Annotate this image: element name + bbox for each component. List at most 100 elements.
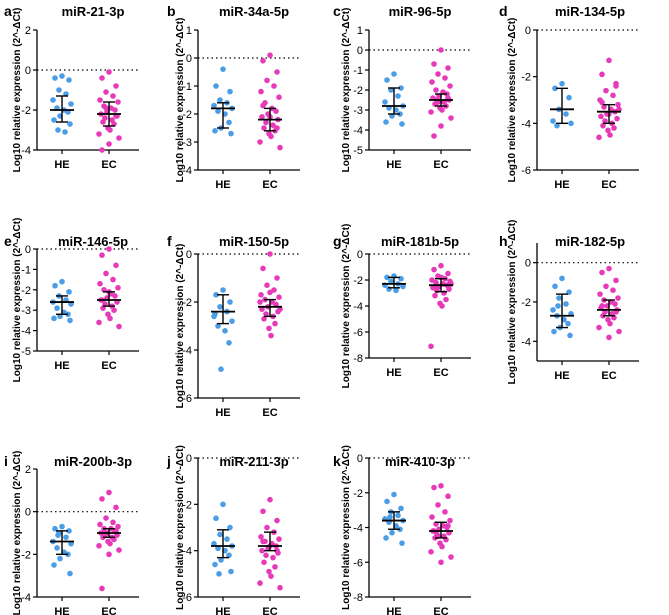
data-point-ec: [96, 543, 102, 549]
y-tick-label: 0: [525, 258, 531, 270]
data-point-ec: [438, 483, 444, 489]
x-tick-label-he: HE: [54, 360, 69, 372]
data-point-he: [559, 275, 565, 282]
y-tick-label: -2: [353, 275, 363, 287]
data-point-ec: [268, 573, 274, 579]
data-point-ec: [433, 87, 439, 93]
data-point-he: [554, 122, 560, 129]
data-point-ec: [611, 125, 617, 131]
y-tick-label: -6: [353, 557, 363, 569]
y-tick-label: -4: [21, 145, 31, 157]
data-point-ec: [106, 141, 112, 147]
data-point-ec: [260, 58, 266, 64]
panel-g: g miR-181b-5p Log10 relative expression (2…: [333, 224, 471, 388]
panel-j: j miR-211-3p Log10 relative expression (2^…: [166, 445, 300, 615]
data-point-ec: [106, 69, 112, 75]
data-point-ec: [600, 122, 606, 129]
panel-letter: b: [167, 3, 176, 19]
data-point-ec: [598, 113, 604, 120]
x-tick-label-ec: EC: [433, 606, 448, 615]
data-point-ec: [260, 538, 266, 545]
data-point-ec: [115, 284, 121, 291]
data-point-ec: [276, 294, 282, 301]
data-point-he: [55, 532, 61, 538]
data-point-he: [54, 305, 60, 311]
data-point-ec: [113, 504, 119, 511]
data-point-ec: [607, 320, 613, 327]
data-point-he: [212, 128, 218, 134]
data-point-he: [384, 77, 390, 83]
y-tick-label: -1: [353, 65, 363, 77]
data-point-ec: [446, 286, 452, 292]
data-point-he: [387, 514, 393, 520]
data-point-ec: [112, 107, 118, 113]
data-point-ec: [276, 536, 282, 542]
data-point-ec: [599, 303, 605, 309]
data-point-ec: [113, 83, 119, 89]
data-point-ec: [606, 265, 612, 272]
data-point-he: [59, 278, 65, 285]
panel-title: miR-200b-3p: [54, 454, 132, 469]
panel-title: miR-21-3p: [62, 4, 125, 19]
data-point-he: [567, 332, 573, 339]
data-point-he: [57, 555, 63, 562]
data-point-ec: [277, 584, 283, 591]
panel-title: miR-211-3p: [219, 454, 288, 469]
data-point-he: [565, 320, 571, 327]
data-point-ec: [263, 552, 269, 559]
data-point-he: [399, 121, 405, 127]
data-point-ec: [439, 543, 445, 550]
x-tick-label-he: HE: [54, 159, 69, 171]
data-point-he: [395, 93, 401, 99]
data-point-ec: [445, 65, 451, 71]
y-tick-label: -4: [353, 125, 363, 137]
data-point-ec: [270, 122, 276, 128]
x-tick-label-he: HE: [215, 606, 230, 615]
data-point-ec: [272, 320, 278, 327]
data-point-ec: [103, 105, 109, 111]
y-tick-label: -6: [182, 592, 192, 604]
y-tick-label: -1: [21, 264, 31, 276]
panel-c: c miR-96-5p Log10 relative expression (2^-…: [333, 3, 471, 172]
data-point-ec: [99, 252, 105, 258]
data-point-ec: [266, 325, 272, 332]
data-point-ec: [115, 99, 121, 105]
data-point-ec: [100, 119, 106, 125]
data-point-he: [555, 303, 561, 309]
y-tick-label: -5: [353, 145, 363, 157]
y-tick-label: -2: [521, 72, 531, 84]
data-point-he: [217, 304, 223, 310]
panel-title: miR-34a-5p: [219, 4, 289, 19]
y-axis-title: Log10 relative expression (2^-ΔCt): [507, 18, 518, 183]
data-point-ec: [116, 547, 122, 553]
data-point-he: [398, 85, 404, 91]
panel-e: e miR-146-5p Log10 relative expression (2^…: [4, 218, 139, 382]
y-axis-title: Log10 relative expression (2^-ΔCt): [175, 18, 186, 183]
data-point-he: [393, 287, 399, 294]
data-point-ec: [268, 332, 274, 339]
panel-a: a miR-21-3p Log10 relative expression (2^-…: [4, 3, 139, 172]
data-point-ec: [448, 554, 454, 560]
data-point-ec: [267, 289, 273, 296]
data-point-ec: [274, 69, 280, 75]
data-point-ec: [605, 127, 611, 134]
x-tick-label-ec: EC: [433, 367, 448, 379]
data-point-ec: [271, 83, 277, 89]
y-tick-label: 1: [186, 25, 192, 37]
data-point-ec: [447, 83, 453, 89]
x-tick-label-he: HE: [554, 179, 569, 191]
data-point-he: [552, 283, 558, 290]
data-point-he: [228, 130, 234, 137]
data-point-he: [211, 540, 217, 547]
data-point-ec: [431, 266, 437, 273]
data-point-he: [384, 274, 390, 281]
data-point-ec: [603, 87, 609, 94]
data-point-he: [220, 66, 226, 72]
data-point-he: [218, 557, 224, 563]
data-point-he: [63, 534, 69, 541]
data-point-ec: [438, 123, 444, 129]
data-point-ec: [438, 559, 444, 566]
data-point-ec: [599, 269, 605, 276]
data-point-ec: [432, 292, 438, 299]
